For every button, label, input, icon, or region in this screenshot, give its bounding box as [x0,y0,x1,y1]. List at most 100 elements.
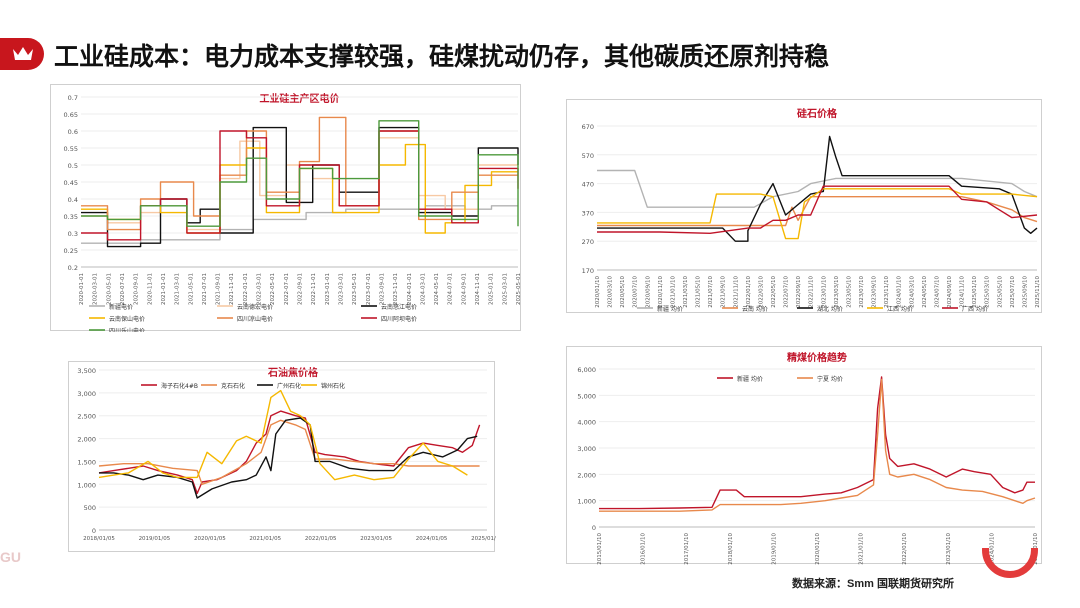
y-tick-label: 2,000 [77,436,96,444]
page-title: 工业硅成本：电力成本支撑较强，硅煤扰动仍存，其他碳质还原剂持稳 [54,43,830,71]
x-tick-label: 2021-07-01 [202,273,208,305]
x-tick-label: 2024-05-01 [434,273,440,305]
electricity-price-chart: 工业硅主产区电价 0.2 0.25 0.3 0.35 0.4 0.45 0.5 0.55 0.6 0… [50,84,522,332]
legend-label: 海子石化4#B [161,382,198,390]
y-tick-label: 1,000 [577,498,596,506]
x-tick-label: 2024-07-01 [448,273,454,305]
x-tick-label: 2024/01/05 [416,536,448,542]
y-tick-label: 2,500 [77,413,96,421]
legend-label: 四川阿坝电价 [381,315,417,323]
y-tick-label: 270 [582,238,594,246]
x-tick-label: 2024/03/10 [909,276,915,308]
y-tick-label: 0.55 [64,145,78,153]
x-tick-label: 2025/07/10 [1010,276,1016,308]
y-tick-label: 3,000 [77,390,96,398]
x-tick-label: 2020/01/05 [194,536,226,542]
legend-label: 克石石化 [221,382,245,390]
x-tick-label: 2023-01-01 [325,273,331,305]
x-tick-label: 2022-09-01 [298,273,304,305]
legend-label: 广西 均价 [962,305,988,313]
y-tick-label: 0.2 [68,264,78,272]
legend-label: 新疆 均价 [657,305,683,313]
petroleum-coke-chart: 石油焦价格 0 500 1,000 1,500 2,000 2,500 3,000 3,500 2… [68,361,496,552]
x-tick-label: 2020-09-01 [134,273,140,305]
x-tick-label: 2023/09/10 [872,276,878,308]
x-tick-label: 2025/11/10 [1035,276,1041,308]
x-tick-label: 2023/01/05 [360,536,392,542]
series-line [597,196,1038,227]
y-tick-label: 3,000 [577,445,596,453]
y-tick-label: 5,000 [577,392,596,400]
series-line [99,417,478,499]
x-tick-label: 2024-11-01 [475,273,481,305]
x-tick-label: 2022-05-01 [270,273,276,305]
chart-title: 石油焦价格 [267,366,319,379]
chart-title: 硅石价格 [797,107,838,120]
x-tick-label: 2024-01-01 [407,273,413,305]
legend-label: 云南怒江电价 [381,303,417,311]
x-tick-label: 2023-07-01 [366,273,372,305]
legend-label: 湖北 均价 [817,305,843,313]
x-tick-label: 2023/01/10 [821,276,827,308]
x-tick-label: 2024/11/10 [960,276,966,308]
x-tick-label: 2023/01/10 [946,533,952,565]
y-tick-label: 2,000 [577,471,596,479]
y-tick-label: 6,000 [577,366,596,374]
x-tick-label: 2025/01/05 [471,536,496,542]
x-tick-label: 2021/01/05 [249,536,281,542]
x-tick-label: 2021/11/10 [733,276,739,308]
x-tick-label: 2020-07-01 [120,273,126,305]
x-tick-label: 2023-11-01 [393,273,399,305]
x-tick-label: 2023/07/10 [859,276,865,308]
x-tick-label: 2020-05-01 [106,273,112,305]
x-tick-label: 2022/01/10 [902,533,908,565]
brand-mark: GU [0,549,21,565]
x-tick-label: 2025/05/10 [997,276,1003,308]
clean-coal-svg: 精煤价格趋势 0 1,000 2,000 3,000 4,000 5,000 6,000 201… [577,351,1039,565]
y-tick-label: 0.65 [64,111,78,119]
series-line [98,419,480,485]
x-tick-label: 2025/03/10 [985,276,991,308]
legend-label: 新疆电价 [109,303,133,311]
series-line [597,169,1038,208]
legend-label: 广州石化 [277,382,301,390]
chart-title: 精煤价格趋势 [787,351,847,364]
x-tick-label: 2024/01/10 [897,276,903,308]
x-tick-label: 2023/05/10 [846,276,852,308]
legend-label: 云南保山电价 [109,315,145,323]
x-tick-label: 2024/07/10 [934,276,940,308]
clean-coal-chart: 精煤价格趋势 0 1,000 2,000 3,000 4,000 5,000 6,000 201… [566,346,1042,565]
y-tick-label: 370 [582,209,594,217]
series-line [599,378,1036,512]
x-tick-label: 2021-03-01 [175,273,181,305]
x-tick-label: 2021-09-01 [216,273,222,305]
y-tick-label: 670 [582,123,594,131]
y-tick-label: 500 [84,504,96,512]
y-tick-label: 1,000 [77,481,96,489]
series-line [597,135,1038,242]
x-tick-label: 2022/01/05 [305,536,337,542]
legend-label: 云南 均价 [742,305,768,313]
y-tick-label: 0.6 [68,128,78,136]
legend-label: 云南德宏电价 [237,303,273,311]
x-tick-label: 2021-01-01 [161,273,167,305]
x-tick-label: 2022-11-01 [311,273,317,305]
x-tick-label: 2021/05/10 [696,276,702,308]
x-tick-label: 2021/09/10 [721,276,727,308]
x-tick-label: 2022-03-01 [257,273,263,305]
y-tick-label: 0.45 [64,179,78,187]
x-tick-label: 2021-05-01 [188,273,194,305]
x-tick-label: 2016/01/10 [641,533,647,565]
x-tick-label: 2024-09-01 [461,273,467,305]
legend-label: 锦州石化 [321,382,345,390]
electricity-price-svg: 工业硅主产区电价 0.2 0.25 0.3 0.35 0.4 0.45 0.5 0.55 0.6 0… [64,92,522,332]
x-tick-label: 2025/01/10 [972,276,978,308]
x-tick-label: 2022/09/10 [796,276,802,308]
silica-price-svg: 硅石价格 170 270 370 470 570 670 2020/01/10 2020/03/… [582,107,1041,313]
legend-label: 江西 均价 [887,305,913,313]
crown-icon [13,47,33,60]
silica-price-chart: 硅石价格 170 270 370 470 570 670 2020/01/10 2020/03/… [566,99,1042,313]
x-tick-label: 2022/07/10 [784,276,790,308]
x-tick-label: 2020/01/10 [815,533,821,565]
x-tick-label: 2020/03/10 [608,276,614,308]
